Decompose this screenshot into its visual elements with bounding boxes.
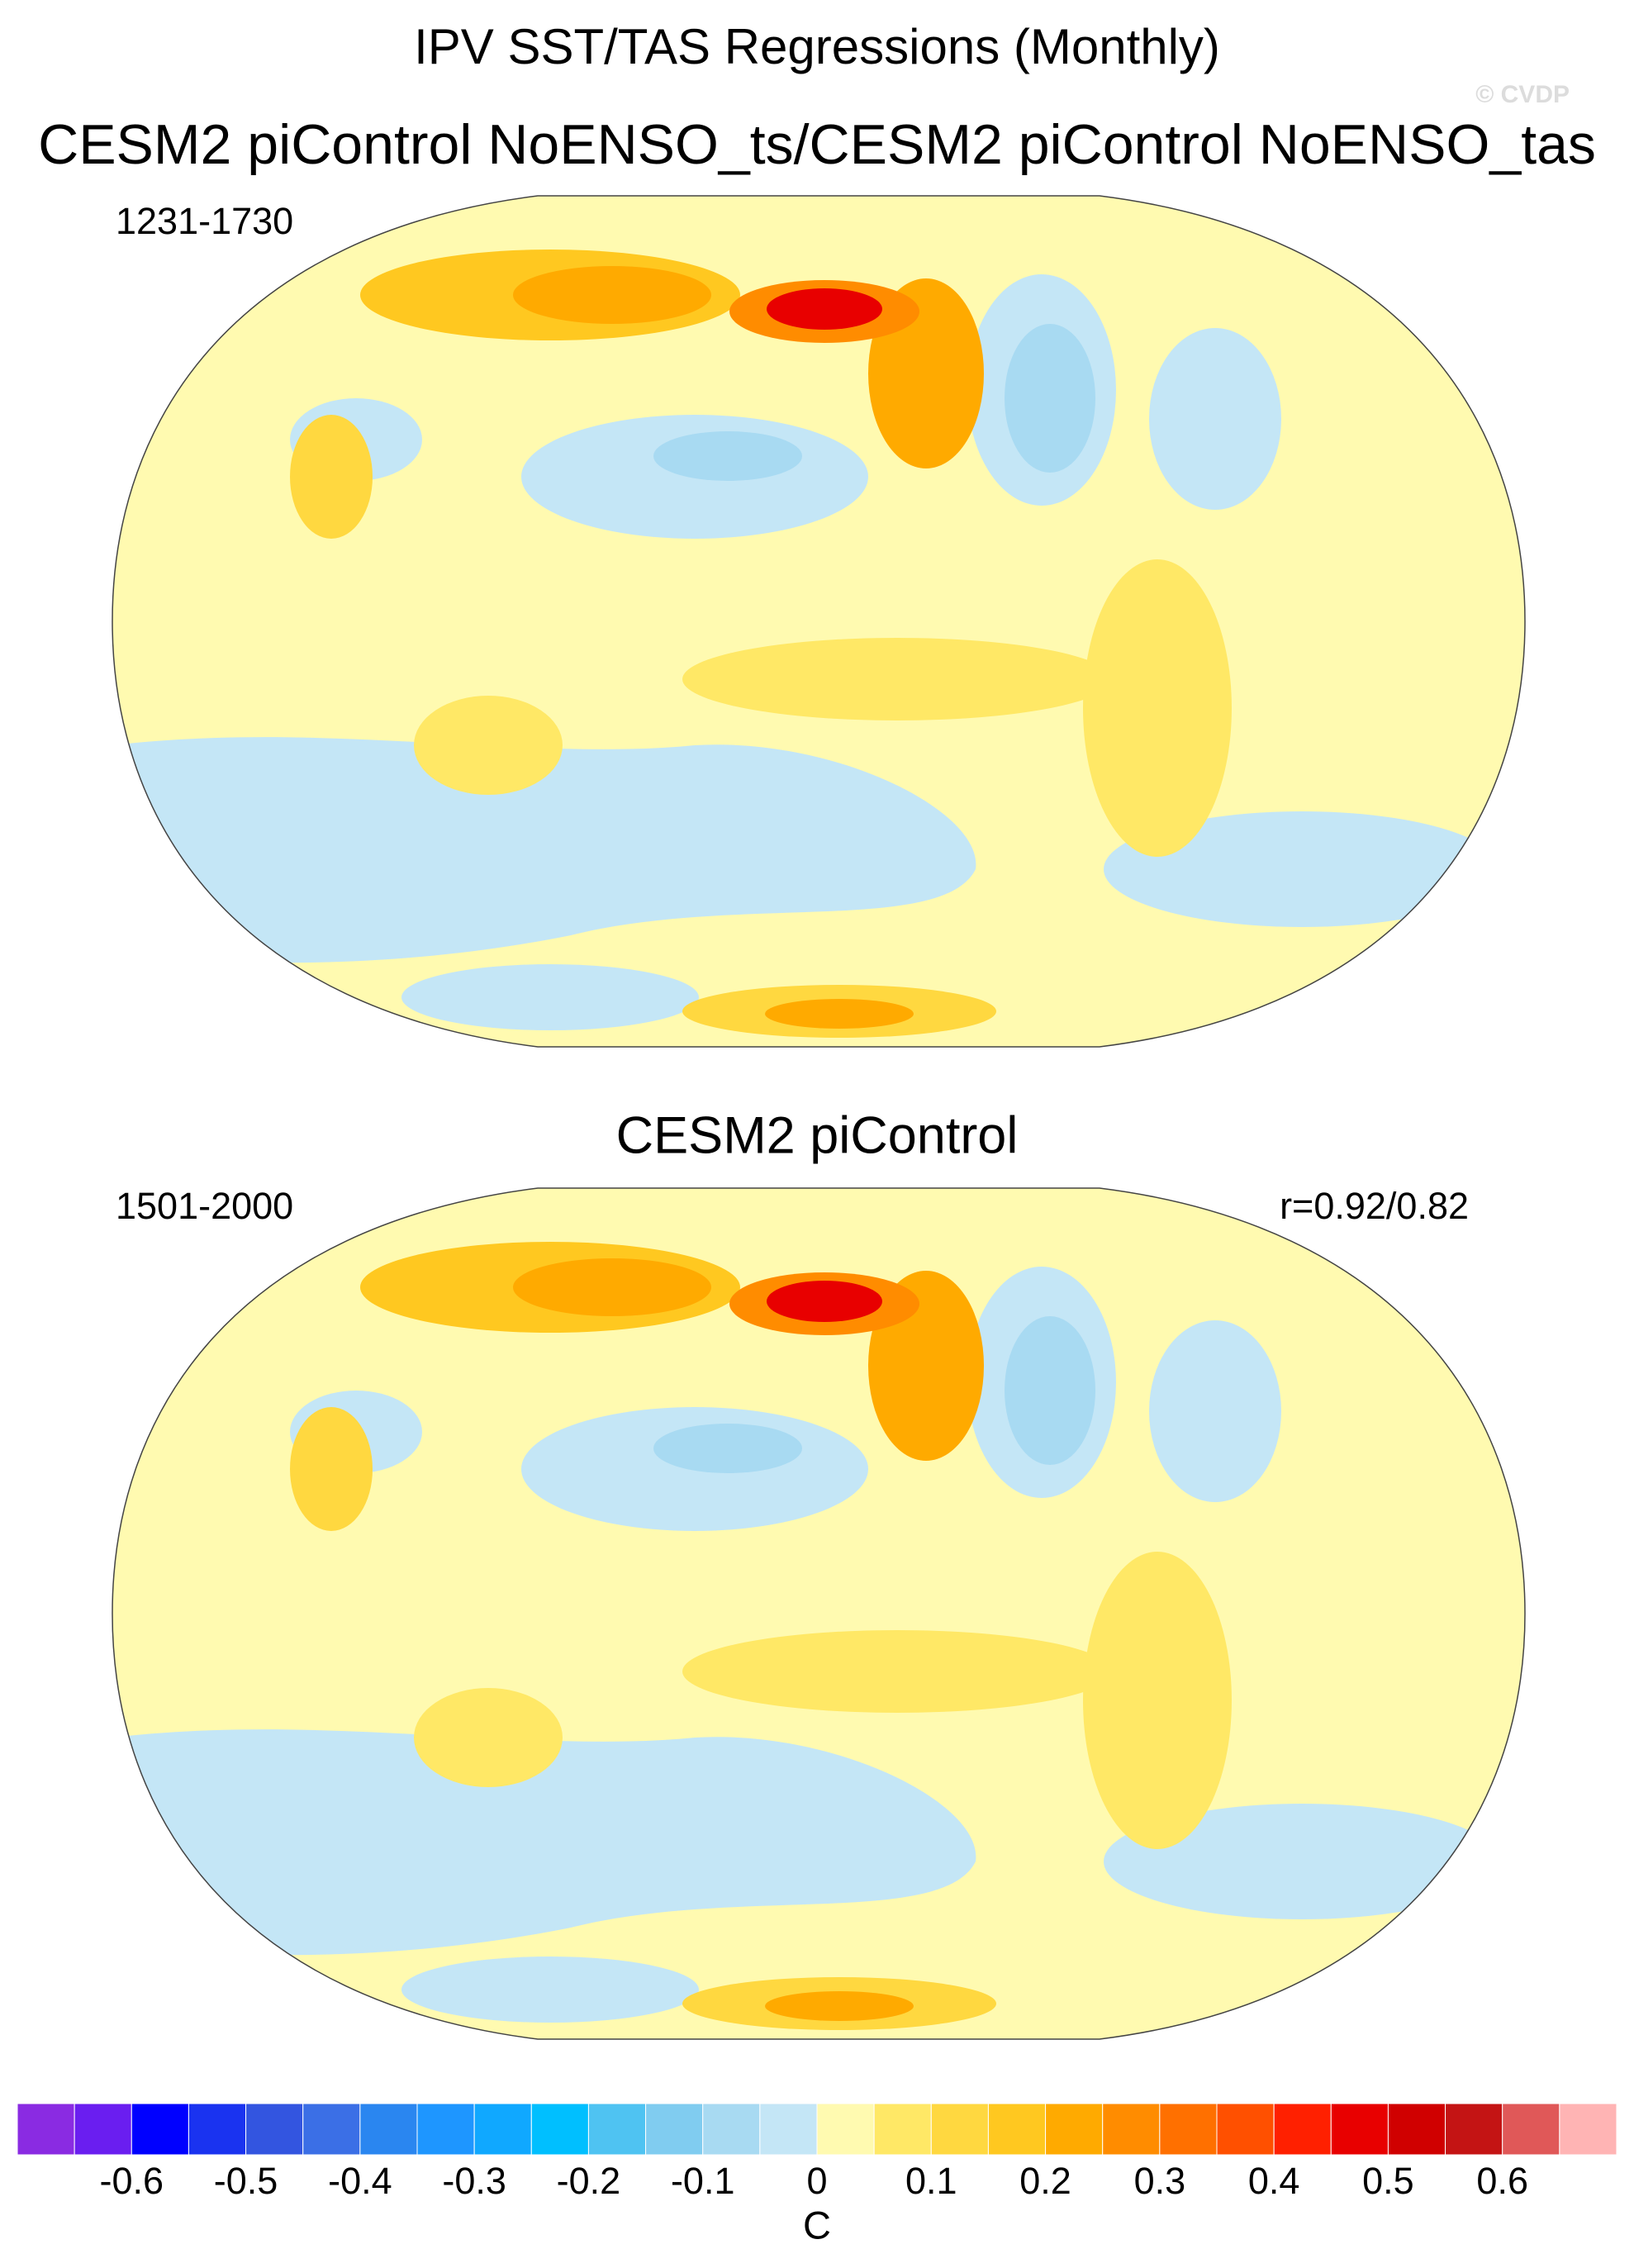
color-box: [702, 2103, 761, 2156]
color-box: [1102, 2103, 1161, 2156]
color-box: [1216, 2103, 1275, 2156]
colorbar-tick-label: 0.6: [1476, 2160, 1528, 2202]
color-box: [930, 2103, 989, 2156]
color-box: [245, 2103, 304, 2156]
color-box: [816, 2103, 875, 2156]
panel-title: CESM2 piControl NoENSO_ts/CESM2 piContro…: [38, 113, 1596, 176]
color-box: [645, 2103, 704, 2156]
figure-title: IPV SST/TAS Regressions (Monthly): [414, 19, 1220, 74]
color-box: [1387, 2103, 1446, 2156]
colorbar-tick-label: 0.2: [1019, 2160, 1071, 2202]
colorbar-tick-label: -0.6: [100, 2160, 164, 2202]
color-box: [302, 2103, 361, 2156]
colorbar-tick-label: -0.3: [442, 2160, 506, 2202]
color-box: [74, 2103, 132, 2156]
color-box: [530, 2103, 589, 2156]
color-box: [416, 2103, 475, 2156]
colorbar-tick-label: -0.2: [557, 2160, 621, 2202]
color-box: [987, 2103, 1047, 2156]
color-box: [1159, 2103, 1218, 2156]
panel-left-label: 1501-2000: [116, 1185, 293, 1227]
map: [108, 192, 1529, 1051]
color-box: [1330, 2103, 1389, 2156]
colorbar: -0.6 -0.5 -0.4 -0.3 -0.2 -0.1 0 0.1 0.2 0.3 0.4 0.5…: [17, 2103, 1617, 2202]
colorbar-label: C: [803, 2203, 831, 2247]
colorbar-tick-label: -0.4: [328, 2160, 392, 2202]
color-box: [587, 2103, 647, 2156]
panel-left-label: 1231-1730: [116, 200, 293, 242]
panel-right-label: r=0.92/0.82: [1280, 1185, 1469, 1227]
color-box: [1045, 2103, 1104, 2156]
color-box: [359, 2103, 418, 2156]
colorbar-tick-label: 0.1: [905, 2160, 957, 2202]
colorbar-tick-label: 0.5: [1362, 2160, 1414, 2202]
color-box: [1502, 2103, 1560, 2156]
colorbar-tick-label: 0: [806, 2160, 827, 2202]
color-box: [1559, 2103, 1617, 2156]
color-box: [759, 2103, 818, 2156]
colorbar-tick-label: -0.5: [214, 2160, 278, 2202]
colorbar-tick-label: 0.4: [1248, 2160, 1300, 2202]
colorbar-tick-label: -0.1: [671, 2160, 735, 2202]
color-box: [17, 2103, 75, 2156]
color-box: [131, 2103, 189, 2156]
color-box: [473, 2103, 532, 2156]
panel-title: CESM2 piControl: [616, 1107, 1019, 1165]
color-box: [188, 2103, 247, 2156]
color-box: [1273, 2103, 1332, 2156]
color-box: [873, 2103, 932, 2156]
map: [108, 1184, 1529, 2043]
colorbar-tick-label: 0.3: [1134, 2160, 1186, 2202]
color-box: [1445, 2103, 1503, 2156]
credit: © CVDP: [1475, 81, 1570, 108]
